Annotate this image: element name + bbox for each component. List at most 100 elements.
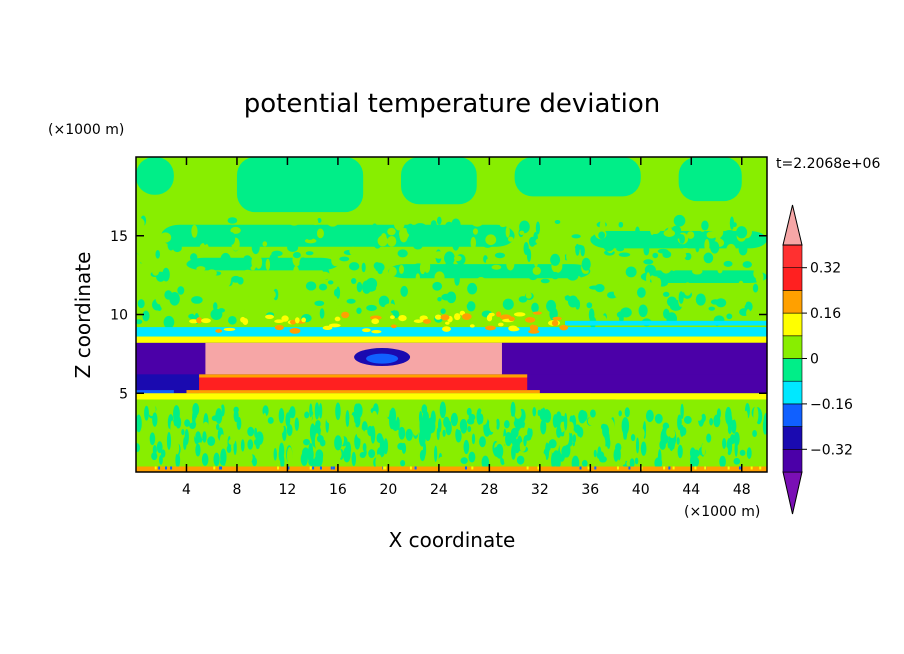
texture-speck <box>419 262 426 275</box>
texture-speck <box>445 420 452 436</box>
surface-speck <box>727 466 730 470</box>
texture-speck <box>495 418 500 430</box>
texture-speck <box>739 449 746 456</box>
texture-speck <box>638 412 646 423</box>
texture-speck <box>325 406 334 424</box>
orange-fringe <box>199 374 528 378</box>
texture-speck <box>494 252 506 259</box>
texture-speck <box>448 434 452 447</box>
texture-speck <box>318 283 328 291</box>
texture-speck <box>701 443 706 456</box>
texture-speck <box>519 427 527 436</box>
texture-speck <box>485 325 496 331</box>
texture-speck <box>676 437 680 445</box>
surface-speck <box>471 466 474 470</box>
texture-speck <box>484 291 491 299</box>
texture-speck <box>719 455 726 468</box>
texture-speck <box>635 234 641 241</box>
texture-speck <box>200 234 211 243</box>
texture-speck <box>730 434 735 445</box>
texture-speck <box>270 409 275 420</box>
texture-speck <box>371 318 380 325</box>
texture-speck <box>469 324 475 328</box>
texture-speck <box>518 315 526 328</box>
texture-speck <box>674 252 687 260</box>
texture-speck <box>759 450 766 464</box>
texture-speck <box>175 416 182 429</box>
texture-speck <box>212 249 225 255</box>
texture-speck <box>459 419 467 432</box>
texture-speck <box>393 429 401 438</box>
heatmap-field <box>136 157 767 472</box>
surface-speck <box>383 466 386 470</box>
texture-speck <box>405 409 412 426</box>
texture-speck <box>504 420 510 429</box>
texture-speck <box>303 438 310 446</box>
texture-speck <box>505 226 510 238</box>
texture-speck <box>204 295 212 303</box>
texture-speck <box>334 316 341 322</box>
texture-speck <box>571 234 581 239</box>
texture-speck <box>654 457 663 469</box>
texture-speck <box>292 427 301 437</box>
texture-speck <box>213 302 218 311</box>
texture-speck <box>316 228 324 239</box>
texture-speck <box>359 452 366 459</box>
texture-speck <box>400 459 406 467</box>
texture-speck <box>441 293 452 301</box>
texture-speck <box>316 434 324 443</box>
texture-speck <box>319 308 325 319</box>
texture-speck <box>471 218 483 227</box>
texture-speck <box>613 448 619 462</box>
texture-speck <box>643 259 654 265</box>
texture-speck <box>139 253 149 264</box>
texture-speck <box>314 300 325 306</box>
texture-speck <box>172 243 182 253</box>
texture-speck <box>323 250 334 255</box>
texture-speck <box>457 269 465 275</box>
texture-speck <box>175 452 181 468</box>
x-tick-label: 44 <box>682 482 700 498</box>
texture-speck <box>726 313 733 320</box>
texture-speck <box>309 423 316 441</box>
texture-speck <box>409 440 415 450</box>
texture-speck <box>602 238 615 252</box>
texture-speck <box>439 401 447 419</box>
texture-speck <box>286 424 293 436</box>
surface-speck <box>594 466 597 470</box>
texture-speck <box>669 429 676 439</box>
texture-speck <box>629 408 637 417</box>
texture-speck <box>735 294 747 308</box>
texture-speck <box>585 225 595 237</box>
texture-speck <box>567 295 579 308</box>
texture-speck <box>136 443 140 451</box>
texture-speck <box>156 441 163 454</box>
texture-speck <box>420 421 428 435</box>
texture-speck <box>554 455 561 469</box>
texture-speck <box>152 444 157 455</box>
texture-speck <box>278 442 285 460</box>
texture-speck <box>442 429 446 437</box>
texture-speck <box>440 308 446 314</box>
texture-speck <box>387 235 397 247</box>
texture-speck <box>346 298 356 304</box>
texture-speck <box>238 294 249 300</box>
texture-speck <box>533 253 539 267</box>
texture-speck <box>223 327 236 331</box>
texture-speck <box>305 417 311 431</box>
colorbar: 0.32 0.16 0 −0.16 −0.32 <box>782 204 853 515</box>
texture-speck <box>247 439 254 450</box>
texture-speck <box>226 445 232 453</box>
texture-speck <box>384 279 393 285</box>
texture-speck <box>523 416 532 425</box>
texture-speck <box>279 424 284 434</box>
colorbar-tick-label: 0 <box>810 352 819 368</box>
texture-speck <box>171 452 177 466</box>
texture-speck <box>590 409 596 418</box>
texture-speck <box>356 281 363 293</box>
texture-speck <box>708 306 716 311</box>
texture-speck <box>398 264 405 274</box>
texture-speck <box>289 406 296 419</box>
surface-speck <box>170 466 173 470</box>
colorbar-extend-high <box>782 204 803 246</box>
